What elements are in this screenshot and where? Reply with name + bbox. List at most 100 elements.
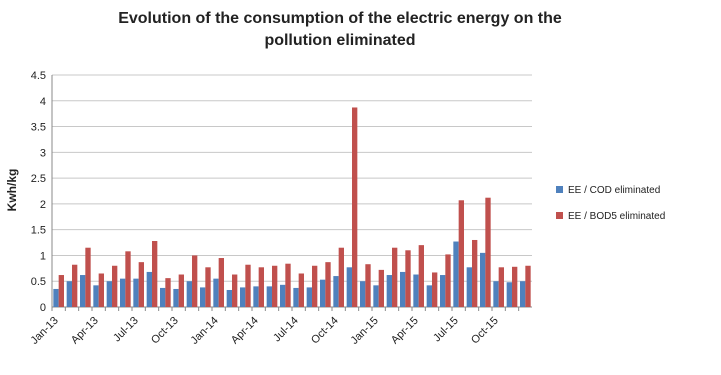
bar xyxy=(178,274,184,307)
bar xyxy=(106,281,112,307)
bar xyxy=(378,269,384,307)
bar xyxy=(440,275,446,307)
bar xyxy=(205,267,211,307)
bar xyxy=(120,278,126,307)
x-tick-label: Apr-14 xyxy=(229,315,261,347)
bar xyxy=(218,258,224,307)
bar xyxy=(338,247,344,307)
bar xyxy=(352,107,358,307)
bar xyxy=(85,247,91,307)
x-tick-label: Jan-14 xyxy=(189,315,221,347)
y-tick-label: 2.5 xyxy=(31,173,46,185)
bar xyxy=(192,255,198,307)
bar xyxy=(320,279,326,307)
bar xyxy=(186,281,192,307)
bar xyxy=(413,274,419,307)
bar xyxy=(146,271,152,307)
bar xyxy=(405,250,411,307)
x-tick-label: Apr-13 xyxy=(69,315,101,347)
x-tick-label: Oct-13 xyxy=(149,315,181,347)
x-tick-label: Apr-15 xyxy=(389,315,421,347)
bar xyxy=(72,264,78,307)
bar xyxy=(386,275,392,307)
x-tick-label: Jan-15 xyxy=(349,315,381,347)
y-tick-label: 4 xyxy=(40,96,46,108)
bar xyxy=(232,274,238,307)
bar xyxy=(312,265,318,307)
bar xyxy=(298,273,304,307)
bar xyxy=(266,286,272,307)
bar xyxy=(392,247,398,307)
bar xyxy=(360,281,366,307)
bar xyxy=(58,275,64,307)
bar xyxy=(125,251,131,307)
bar xyxy=(245,264,251,307)
bar xyxy=(373,285,379,307)
bar xyxy=(418,245,424,307)
bar xyxy=(112,265,118,307)
bar xyxy=(240,287,246,307)
bar xyxy=(498,267,504,307)
bar xyxy=(445,254,451,307)
bar xyxy=(400,271,406,307)
legend-swatch xyxy=(556,186,563,193)
y-tick-label: 0 xyxy=(40,302,46,314)
bar xyxy=(253,286,259,307)
bar xyxy=(458,200,464,307)
legend-swatch xyxy=(556,212,563,219)
bar xyxy=(93,285,99,307)
x-tick-label: Jul-14 xyxy=(271,315,301,345)
bar xyxy=(285,263,291,307)
bar xyxy=(520,281,526,307)
bar xyxy=(213,278,219,307)
bar xyxy=(365,264,371,307)
y-tick-label: 2 xyxy=(40,199,46,211)
bar xyxy=(506,282,512,307)
y-tick-label: 0.5 xyxy=(31,276,46,288)
bar xyxy=(98,273,104,307)
bar xyxy=(280,284,286,307)
bar xyxy=(53,288,59,307)
bar xyxy=(226,289,232,307)
y-tick-label: 1 xyxy=(40,250,46,262)
y-axis-label: Kwh/kg xyxy=(5,169,19,212)
legend-label: EE / BOD5 eliminated xyxy=(568,211,665,222)
legend-label: EE / COD eliminated xyxy=(568,185,660,196)
y-tick-label: 3 xyxy=(40,147,46,159)
bar xyxy=(346,267,352,307)
y-tick-label: 3.5 xyxy=(31,122,46,134)
bar xyxy=(485,197,491,307)
y-tick-label: 4.5 xyxy=(31,70,46,82)
bar xyxy=(466,267,472,307)
x-tick-label: Oct-15 xyxy=(469,315,501,347)
bar xyxy=(80,275,86,307)
bar xyxy=(200,287,206,307)
bar xyxy=(173,288,179,307)
bar xyxy=(453,241,459,307)
bar xyxy=(152,241,158,307)
bar xyxy=(325,262,331,307)
x-tick-label: Jul-15 xyxy=(431,315,461,345)
bar xyxy=(272,265,278,307)
bar xyxy=(333,276,339,307)
x-tick-label: Oct-14 xyxy=(309,315,341,347)
bar xyxy=(160,287,166,307)
bar xyxy=(525,265,531,307)
bar xyxy=(472,239,478,307)
chart-title: Evolution of the consumption of the elec… xyxy=(118,10,562,49)
bar xyxy=(512,266,518,307)
bar xyxy=(66,281,72,307)
bar xyxy=(306,287,312,307)
bar xyxy=(133,278,139,307)
bar xyxy=(293,287,299,307)
bar xyxy=(258,267,264,307)
bar xyxy=(432,272,438,307)
x-tick-label: Jan-13 xyxy=(29,315,61,347)
bar xyxy=(480,252,486,307)
y-tick-label: 1.5 xyxy=(31,225,46,237)
x-tick-label: Jul-13 xyxy=(111,315,141,345)
bar xyxy=(426,285,432,307)
bar xyxy=(165,278,171,307)
